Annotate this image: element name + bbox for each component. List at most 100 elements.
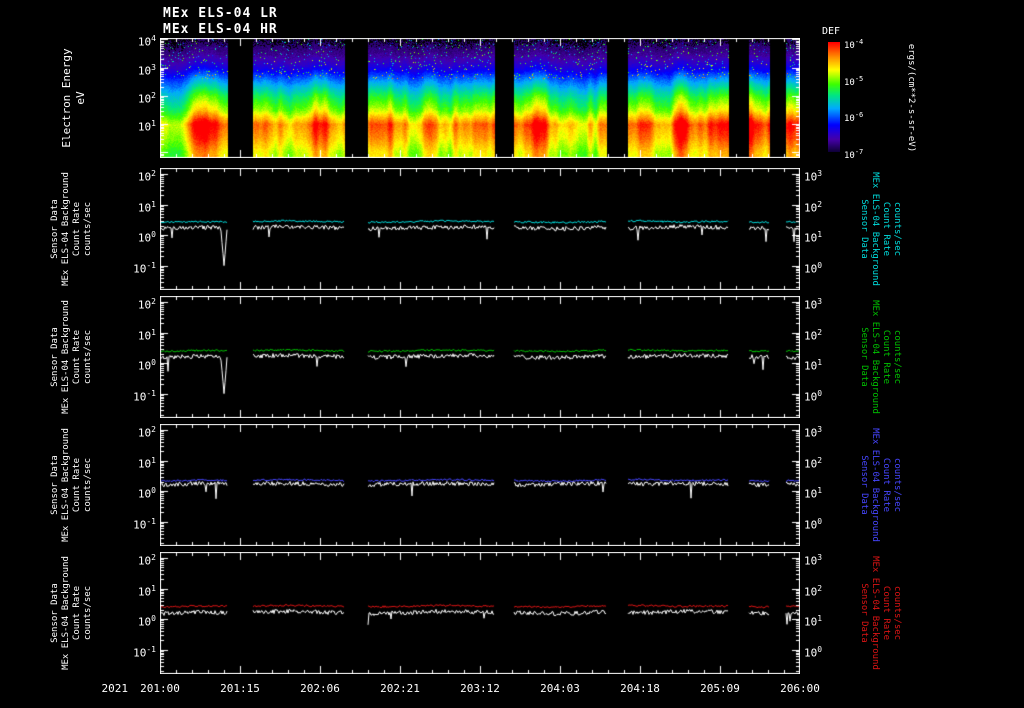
right-axis-tick-label: 100 [804,516,823,532]
right-label-line: MEx ELS-04 Background [870,172,880,286]
plot-title-hr: MEx ELS-04 HR [163,22,278,37]
right-label-line: MEx ELS-04 Background [870,556,880,670]
colorbar-tick-label: 10-5 [844,74,864,88]
panel4-y-axis-label: Sensor Data MEx ELS-04 Background Count … [50,552,94,674]
right-label-line: Count Rate [881,457,891,513]
ylabel-line: MEx ELS-04 Background [61,428,71,542]
count-rate-panel-2 [160,296,800,418]
y-axis-tick-label: 10-1 [133,388,156,404]
colorbar-title: DEF [822,26,841,37]
y-axis-tick-label: 102 [137,297,156,312]
x-axis-tick-label: 201:15 [220,682,260,695]
count-rate-canvas-2 [160,296,800,418]
right-axis-tick-label: 101 [804,230,823,245]
spectrogram-panel [160,38,800,158]
panel3-right-axis-label: Sensor Data MEx ELS-04 Background Count … [858,424,902,546]
spectrogram-y-axis-label: Electron Energy eV [60,38,88,158]
count-rate-canvas-1 [160,168,800,290]
x-axis-tick-label: 204:03 [540,682,580,695]
panel2-y-axis-label: Sensor Data MEx ELS-04 Background Count … [50,296,94,418]
ylabel-line: counts/sec [83,585,93,641]
count-rate-canvas-4 [160,552,800,674]
colorbar [828,42,840,152]
right-axis-tick-label: 101 [804,614,823,629]
panel2-right-axis-label: Sensor Data MEx ELS-04 Background Count … [858,296,902,418]
y-axis-tick-label: 101 [137,327,156,343]
right-axis-tick-label: 102 [804,199,823,215]
y-axis-tick-label: 101 [137,199,156,215]
ylabel-line: Sensor Data [50,583,60,643]
y-axis-tick-label: 10-1 [133,260,156,276]
x-axis-tick-label: 205:09 [700,682,740,695]
y-axis-tick-label: 101 [137,119,156,134]
plot-titles: MEx ELS-04 LR MEx ELS-04 HR [163,6,278,38]
x-axis-year-label: 2021 [101,682,129,695]
right-axis-tick-label: 103 [804,425,823,440]
right-axis-tick-label: 102 [804,583,823,599]
x-axis-tick-label: 202:21 [380,682,420,695]
y-axis-tick-label: 104 [137,34,156,50]
ylabel-line: counts/sec [83,201,93,257]
flux-units-label: ergs/(cm**2-s-sr-eV) [906,43,916,153]
right-label-line: Sensor Data [859,199,869,259]
y-axis-tick-label: 10-1 [133,516,156,532]
ylabel-line: Count Rate [72,329,82,385]
plot-title-lr: MEx ELS-04 LR [163,6,278,21]
y-axis-tick-label: 102 [137,169,156,184]
right-label-line: Sensor Data [859,583,869,643]
ylabel-line: counts/sec [83,329,93,385]
y-axis-tick-label: 100 [137,230,156,245]
y-axis-tick-label: 101 [137,583,156,599]
right-label-line: Count Rate [881,585,891,641]
right-label-line: Sensor Data [859,327,869,387]
y-axis-tick-label: 102 [137,425,156,440]
ylabel-line: MEx ELS-04 Background [61,172,71,286]
right-label-line: Sensor Data [859,455,869,515]
right-label-line: counts/sec [892,457,902,513]
count-rate-panel-1 [160,168,800,290]
x-axis-tick-label: 202:06 [300,682,340,695]
right-label-line: counts/sec [892,329,902,385]
right-axis-tick-label: 102 [804,455,823,471]
right-axis-tick-label: 100 [804,260,823,276]
x-axis-tick-label: 204:18 [620,682,660,695]
right-label-line: Count Rate [881,329,891,385]
right-axis-tick-label: 101 [804,486,823,501]
y-axis-tick-label: 103 [137,62,156,78]
ylabel-line: Count Rate [72,457,82,513]
right-axis-tick-label: 103 [804,169,823,184]
y-axis-tick-label: 100 [137,614,156,629]
right-label-line: Count Rate [881,201,891,257]
panel3-y-axis-label: Sensor Data MEx ELS-04 Background Count … [50,424,94,546]
panel1-y-axis-label: Sensor Data MEx ELS-04 Background Count … [50,168,94,290]
ylabel-line: MEx ELS-04 Background [61,300,71,414]
count-rate-canvas-3 [160,424,800,546]
right-label-line: MEx ELS-04 Background [870,300,880,414]
y-axis-tick-label: 102 [137,553,156,568]
y-axis-tick-label: 102 [137,90,156,106]
ylabel-line: Sensor Data [50,327,60,387]
colorbar-tick-label: 10-7 [844,148,864,161]
x-axis-tick-label: 206:00 [780,682,820,695]
right-axis-tick-label: 100 [804,388,823,404]
colorbar-tick-label: 10-6 [844,111,864,125]
colorbar-tick-label: 10-4 [844,38,864,51]
count-rate-panel-3 [160,424,800,546]
y-axis-tick-label: 100 [137,486,156,501]
right-label-line: counts/sec [892,201,902,257]
panel1-right-axis-label: Sensor Data MEx ELS-04 Background Count … [858,168,902,290]
x-axis-tick-label: 201:00 [140,682,180,695]
right-axis-tick-label: 102 [804,327,823,343]
right-label-line: counts/sec [892,585,902,641]
y-axis-tick-label: 100 [137,358,156,373]
right-axis-tick-label: 103 [804,553,823,568]
right-label-line: MEx ELS-04 Background [870,428,880,542]
spectrogram-canvas [160,38,800,158]
ylabel-line: counts/sec [83,457,93,513]
right-axis-tick-label: 100 [804,644,823,660]
ylabel-line: Sensor Data [50,199,60,259]
ylabel-line: Sensor Data [50,455,60,515]
y-axis-tick-label: 101 [137,455,156,471]
ylabel-line: eV [74,91,87,105]
